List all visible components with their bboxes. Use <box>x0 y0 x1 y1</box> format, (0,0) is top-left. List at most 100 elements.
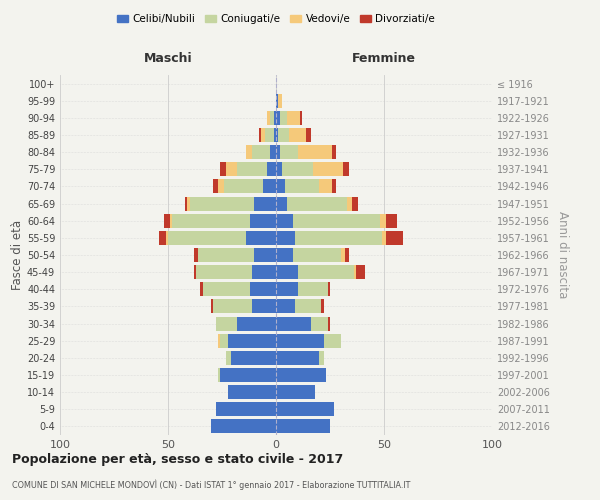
Bar <box>298 265 354 279</box>
Bar <box>203 282 250 296</box>
Text: Popolazione per età, sesso e stato civile - 2017: Popolazione per età, sesso e stato civil… <box>12 452 343 466</box>
Bar <box>220 162 226 176</box>
Bar <box>268 111 269 125</box>
Bar <box>347 196 352 210</box>
Bar <box>345 248 349 262</box>
Bar <box>254 196 276 210</box>
Bar <box>269 111 274 125</box>
Bar <box>276 316 311 330</box>
Bar <box>300 111 302 125</box>
Bar <box>276 402 334 416</box>
Bar <box>252 300 276 314</box>
Bar <box>215 402 276 416</box>
Bar <box>319 351 323 365</box>
Bar <box>274 128 276 142</box>
Bar <box>280 145 298 159</box>
Text: Femmine: Femmine <box>352 52 416 64</box>
Bar <box>200 282 203 296</box>
Bar <box>295 231 382 245</box>
Bar <box>268 162 276 176</box>
Legend: Celibi/Nubili, Coniugati/e, Vedovi/e, Divorziati/e: Celibi/Nubili, Coniugati/e, Vedovi/e, Di… <box>113 10 439 29</box>
Bar <box>276 420 330 434</box>
Bar <box>224 180 263 194</box>
Bar <box>332 145 337 159</box>
Bar <box>220 368 276 382</box>
Bar <box>278 94 283 108</box>
Bar <box>322 300 323 314</box>
Bar <box>194 248 198 262</box>
Bar <box>313 162 343 176</box>
Bar <box>386 214 397 228</box>
Bar <box>276 334 323 347</box>
Bar <box>226 351 230 365</box>
Bar <box>382 231 386 245</box>
Bar <box>352 196 358 210</box>
Bar <box>356 265 365 279</box>
Bar <box>328 282 330 296</box>
Bar <box>246 145 252 159</box>
Bar <box>254 248 276 262</box>
Bar <box>198 248 254 262</box>
Bar <box>276 351 319 365</box>
Bar <box>287 196 347 210</box>
Bar <box>274 111 276 125</box>
Bar <box>160 231 166 245</box>
Bar <box>226 162 237 176</box>
Bar <box>278 128 289 142</box>
Bar <box>298 282 328 296</box>
Bar <box>276 265 298 279</box>
Bar <box>164 214 170 228</box>
Bar <box>323 334 341 347</box>
Bar <box>298 145 332 159</box>
Bar <box>166 231 168 245</box>
Bar <box>172 214 250 228</box>
Bar <box>289 128 306 142</box>
Bar <box>269 145 276 159</box>
Bar <box>229 334 276 347</box>
Bar <box>250 282 276 296</box>
Bar <box>354 265 356 279</box>
Bar <box>261 128 265 142</box>
Y-axis label: Fasce di età: Fasce di età <box>11 220 24 290</box>
Bar <box>168 231 246 245</box>
Bar <box>276 128 278 142</box>
Bar <box>190 196 254 210</box>
Bar <box>237 316 276 330</box>
Bar <box>276 368 326 382</box>
Bar <box>386 231 403 245</box>
Bar <box>276 180 284 194</box>
Bar <box>218 334 220 347</box>
Bar <box>252 145 269 159</box>
Bar <box>276 162 283 176</box>
Bar <box>276 231 295 245</box>
Bar <box>170 214 172 228</box>
Bar <box>211 300 214 314</box>
Bar <box>218 180 224 194</box>
Bar <box>237 162 268 176</box>
Bar <box>230 351 276 365</box>
Bar <box>276 282 298 296</box>
Bar <box>380 214 386 228</box>
Bar <box>283 162 313 176</box>
Bar <box>265 128 274 142</box>
Bar <box>287 111 300 125</box>
Bar <box>220 334 229 347</box>
Bar <box>196 265 252 279</box>
Bar <box>252 265 276 279</box>
Bar <box>185 196 187 210</box>
Bar <box>214 180 218 194</box>
Bar <box>295 300 322 314</box>
Bar <box>229 385 276 399</box>
Bar <box>218 368 220 382</box>
Bar <box>276 385 315 399</box>
Bar <box>341 248 345 262</box>
Bar <box>276 111 280 125</box>
Bar <box>187 196 190 210</box>
Bar <box>319 180 332 194</box>
Bar <box>332 180 337 194</box>
Bar <box>311 316 328 330</box>
Text: Maschi: Maschi <box>143 52 193 64</box>
Bar <box>214 300 252 314</box>
Bar <box>276 94 278 108</box>
Bar <box>211 420 276 434</box>
